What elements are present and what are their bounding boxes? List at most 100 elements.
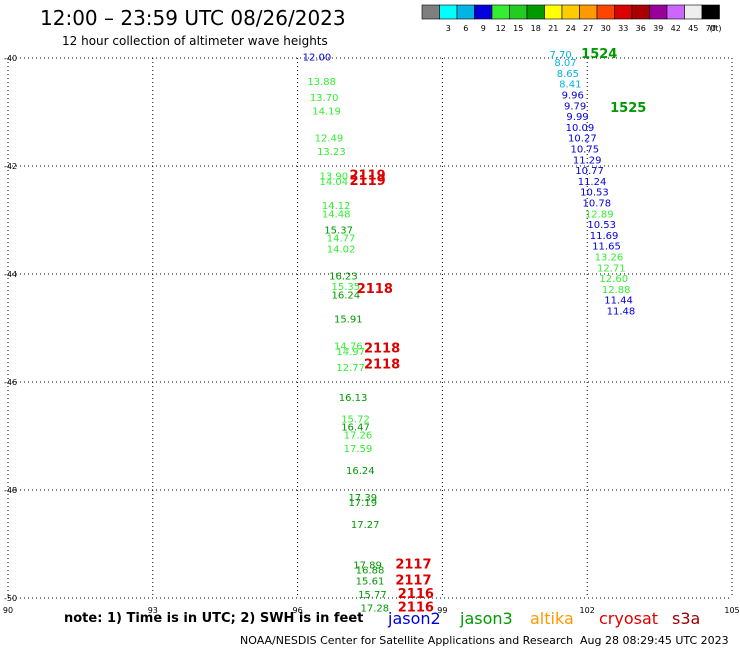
satellite-altika: altika [530, 609, 574, 628]
wave-height-label: 16.23 [329, 271, 358, 282]
wave-height-label: 11.44 [604, 296, 633, 307]
wave-height-label: 17.89 [353, 560, 382, 571]
pass-number-label: 1524 [581, 47, 617, 62]
wave-height-label: 11.69 [590, 231, 619, 242]
page-title: 12:00 – 23:59 UTC 08/26/2023 [40, 6, 346, 30]
wave-height-label: 13.90 [319, 172, 348, 183]
wave-height-label: 15.72 [341, 415, 370, 426]
legend-tick-label: 6 [463, 24, 468, 33]
wave-height-label: 11.65 [592, 242, 621, 253]
wave-height-label: 16.24 [332, 290, 361, 301]
wave-height-label: 17.26 [344, 431, 373, 442]
satellite-s3a: s3a [672, 609, 701, 628]
y-tick-label: -46 [4, 378, 17, 387]
x-tick-label: 105 [724, 606, 739, 615]
wave-height-label: 13.88 [307, 77, 336, 88]
pass-number-label: 2118 [364, 358, 400, 373]
legend-swatch [561, 4, 580, 20]
wave-height-label: 10.53 [580, 188, 609, 199]
wave-height-label: 17.28 [361, 604, 390, 615]
legend-tick-label: 33 [618, 24, 628, 33]
page-subtitle: 12 hour collection of altimeter wave hei… [62, 34, 328, 48]
legend-swatch [614, 4, 633, 20]
legend-tick-label: 21 [548, 24, 558, 33]
wave-height-label: 9.79 [564, 101, 586, 112]
y-tick-label: -42 [4, 162, 17, 171]
wave-height-label: 15.91 [334, 315, 363, 326]
wave-height-label: 17.59 [344, 444, 373, 455]
x-tick-label: 99 [437, 606, 447, 615]
wave-height-label: 10.53 [587, 220, 616, 231]
wave-height-label: 10.75 [570, 145, 599, 156]
wave-height-label: 14.19 [312, 107, 341, 118]
axis-ticks: 90 93 96 99 102 105 -40 -42 -44 -46 -48 -50 [3, 54, 740, 615]
wave-height-label: 12.71 [597, 263, 626, 274]
wave-height-label: 8.41 [559, 80, 581, 91]
wave-height-label: 16.13 [339, 393, 368, 404]
legend-unit-label: (ft) [710, 24, 722, 33]
wave-height-label: 12.49 [315, 134, 344, 145]
pass-number-label: 2119 [349, 174, 385, 189]
legend-swatch [596, 4, 615, 20]
legend-tick-label: 9 [481, 24, 486, 33]
pass-number-label: 1525 [610, 101, 646, 116]
generated-timestamp: Aug 28 08:29:45 UTC 2023 [580, 634, 729, 647]
lat-lon-grid [7, 57, 733, 599]
wave-height-label: 10.78 [583, 199, 612, 210]
x-tick-label: 102 [580, 606, 595, 615]
wave-height-label: 9.96 [562, 91, 584, 102]
legend-swatch [439, 4, 458, 20]
wave-height-label: 14.97 [336, 347, 365, 358]
legend-swatch [701, 4, 720, 20]
legend-tick-label: 36 [636, 24, 646, 33]
legend-swatch [544, 4, 563, 20]
legend-swatch [631, 4, 650, 20]
legend-swatch [526, 4, 545, 20]
satellite-jason2: jason2 [388, 609, 441, 628]
legend-swatch [474, 4, 493, 20]
y-tick-label: -44 [4, 270, 17, 279]
wave-height-label: 13.23 [317, 147, 346, 158]
legend-swatch [684, 4, 703, 20]
wave-height-label: 10.27 [568, 134, 597, 145]
legend-swatch [649, 4, 668, 20]
legend-tick-label: 42 [671, 24, 681, 33]
wave-height-label: 14.12 [322, 201, 351, 212]
wave-height-label: 16.47 [341, 423, 370, 434]
legend-swatch [491, 4, 510, 20]
wave-height-label: 15.35 [332, 282, 361, 293]
wave-height-label: 8.07 [554, 58, 576, 69]
legend-tick-label: 3 [446, 24, 451, 33]
y-tick-label: -40 [4, 54, 17, 63]
wave-height-label: 16.88 [356, 566, 385, 577]
legend-tick-label: 39 [653, 24, 663, 33]
legend-tick-label: 12 [496, 24, 506, 33]
satellite-jason3: jason3 [460, 609, 513, 628]
legend-tick-label: 18 [531, 24, 541, 33]
credit-text: NOAA/NESDIS Center for Satellite Applica… [240, 634, 574, 647]
wave-height-label: 17.39 [348, 493, 377, 504]
wave-height-label: 11.24 [578, 177, 607, 188]
wave-height-label: 15.37 [324, 226, 353, 237]
wave-height-label: 12.89 [585, 209, 614, 220]
wave-height-label: 11.29 [573, 155, 602, 166]
x-tick-label: 96 [293, 606, 303, 615]
legend-tick-label: 30 [601, 24, 611, 33]
wave-height-label: 12.60 [599, 274, 628, 285]
wave-height-points: 12.00 13.88 13.70 14.19 12.49 13.23 13.9014.04… [303, 47, 647, 616]
legend-swatch [456, 4, 475, 20]
wave-height-label: 7.70 [550, 50, 572, 61]
wave-height-label: 13.26 [595, 253, 624, 264]
legend-tick-label: 45 [688, 24, 698, 33]
y-tick-label: -48 [4, 486, 17, 495]
wave-height-label: 10.09 [566, 123, 595, 134]
wave-height-label: 15.61 [356, 577, 385, 588]
legend-tick-label: 27 [583, 24, 593, 33]
wave-height-label: 14.76 [334, 342, 363, 353]
wave-height-label: 17.19 [348, 498, 377, 509]
legend-swatch [666, 4, 685, 20]
pass-number-label: 2117 [395, 557, 431, 572]
x-tick-label: 90 [3, 606, 13, 615]
wave-height-label: 9.99 [566, 112, 588, 123]
